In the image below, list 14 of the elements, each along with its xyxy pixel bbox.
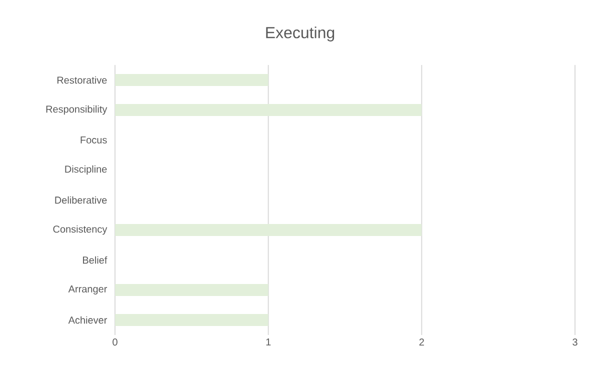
y-tick-label: Deliberative	[55, 196, 107, 204]
y-tick-label: Restorative	[57, 76, 107, 84]
chart-title: Executing	[266, 26, 334, 42]
y-tick-label: Focus	[80, 136, 107, 144]
y-tick-label: Achiever	[68, 316, 108, 324]
y-tick-label: Arranger	[68, 286, 108, 294]
y-tick-label: Consistency	[53, 225, 108, 235]
y-tick-label: Belief	[83, 256, 108, 264]
y-tick-label: Responsibility	[46, 105, 108, 115]
x-tick-label: 0	[112, 338, 118, 346]
x-tick-label: 2	[419, 338, 424, 346]
x-tick-label: 3	[572, 338, 578, 346]
y-tick-label: Discipline	[65, 165, 107, 175]
x-tick-label: 1	[266, 338, 271, 346]
